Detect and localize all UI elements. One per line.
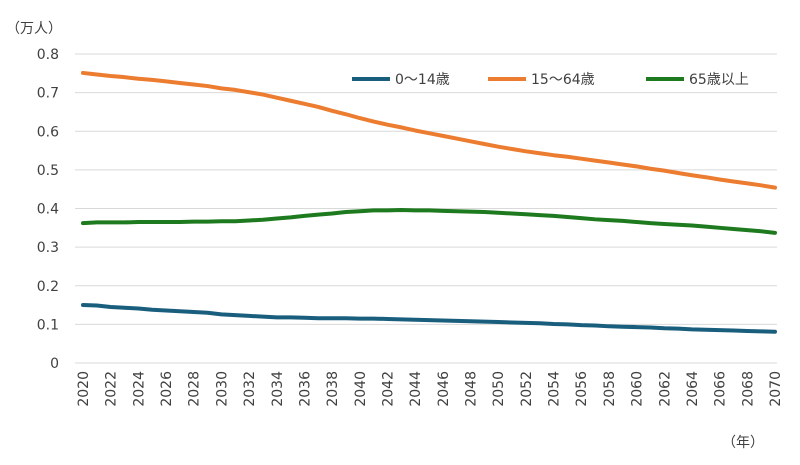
x-axis-unit-label: （年）	[722, 435, 764, 451]
y-tick-label: 0.2	[37, 279, 59, 295]
x-tick-label: 2034	[270, 371, 286, 407]
x-tick-label: 2064	[685, 371, 701, 407]
x-tick-label: 2026	[159, 371, 175, 407]
legend: 0～14歳 15～64歳 65歳以上	[352, 72, 749, 88]
x-tick-label: 2070	[768, 371, 784, 407]
series-lines	[81, 70, 777, 334]
x-tick-label: 2022	[104, 371, 120, 407]
series-line-1	[81, 70, 777, 190]
y-axis-unit-label: （万人）	[6, 21, 62, 37]
y-tick-label: 0.1	[37, 317, 59, 333]
y-tick-label: 0.7	[37, 86, 59, 102]
legend-label: 65歳以上	[689, 72, 749, 88]
x-tick-label: 2048	[464, 371, 480, 407]
x-axis-ticks: 2020 2022 2024 2026 2028 2030 2032 2034 2036 2038…	[76, 371, 784, 407]
x-tick-label: 2024	[131, 371, 147, 407]
legend-label: 0～14歳	[395, 72, 450, 88]
x-tick-label: 2068	[740, 371, 756, 407]
y-tick-label: 0.8	[37, 47, 59, 63]
series-line-2	[81, 208, 777, 235]
x-tick-label: 2056	[574, 371, 590, 407]
x-tick-label: 2044	[408, 371, 424, 407]
x-tick-label: 2058	[602, 371, 618, 407]
x-tick-label: 2062	[657, 371, 673, 407]
x-tick-label: 2030	[214, 371, 230, 407]
y-tick-label: 0.6	[37, 124, 59, 140]
x-tick-label: 2040	[353, 371, 369, 407]
x-tick-label: 2038	[325, 371, 341, 407]
y-tick-label: 0.3	[37, 240, 59, 256]
y-tick-label: 0.5	[37, 163, 59, 179]
x-tick-label: 2066	[713, 371, 729, 407]
x-tick-label: 2046	[436, 371, 452, 407]
x-tick-label: 2060	[630, 371, 646, 407]
x-tick-label: 2054	[547, 371, 563, 407]
y-tick-label: 0	[50, 356, 59, 372]
x-tick-label: 2050	[491, 371, 507, 407]
legend-label: 15～64歳	[531, 72, 595, 88]
y-tick-label: 0.4	[37, 202, 59, 218]
x-tick-label: 2020	[76, 371, 92, 407]
x-tick-label: 2028	[187, 371, 203, 407]
series-line-0	[81, 303, 777, 334]
x-tick-label: 2032	[242, 371, 258, 407]
x-tick-label: 2042	[380, 371, 396, 407]
y-axis-ticks: 0 0.1 0.2 0.3 0.4 0.5 0.6 0.7 0.8	[37, 47, 59, 372]
x-tick-label: 2052	[519, 371, 535, 407]
x-tick-label: 2036	[297, 371, 313, 407]
